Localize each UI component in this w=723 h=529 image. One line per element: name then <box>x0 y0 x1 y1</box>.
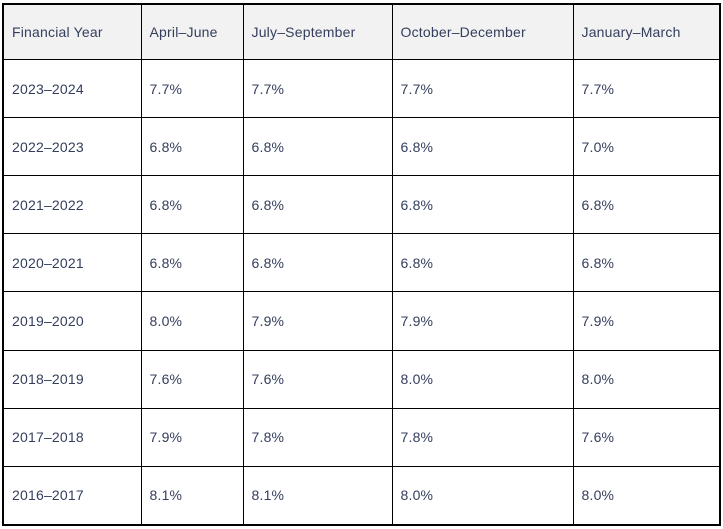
rate-cell: 8.0% <box>140 291 244 351</box>
header-row: Financial Year April–June July–September… <box>2 3 721 60</box>
rate-cell: 6.8% <box>242 233 393 293</box>
rate-cell: 6.8% <box>140 175 244 235</box>
rate-cell: 8.0% <box>572 349 721 409</box>
table-row: 2016–2017 8.1% 8.1% 8.0% 8.0% <box>2 465 721 526</box>
table-row: 2021–2022 6.8% 6.8% 6.8% 6.8% <box>2 175 721 235</box>
year-cell: 2023–2024 <box>2 58 142 119</box>
rate-cell: 7.9% <box>572 291 721 351</box>
table-header: Financial Year April–June July–September… <box>2 3 721 60</box>
year-cell: 2021–2022 <box>2 175 142 235</box>
table-row: 2019–2020 8.0% 7.9% 7.9% 7.9% <box>2 291 721 351</box>
header-cell-financial-year: Financial Year <box>2 3 142 60</box>
rate-cell: 6.8% <box>391 175 574 235</box>
rate-cell: 7.8% <box>242 407 393 467</box>
year-cell: 2017–2018 <box>2 407 142 467</box>
header-cell-july-september: July–September <box>242 3 393 60</box>
header-cell-october-december: October–December <box>391 3 574 60</box>
rate-cell: 6.8% <box>242 117 393 177</box>
table-row: 2018–2019 7.6% 7.6% 8.0% 8.0% <box>2 349 721 409</box>
rate-cell: 8.0% <box>391 465 574 526</box>
rate-cell: 7.7% <box>572 58 721 119</box>
year-cell: 2016–2017 <box>2 465 142 526</box>
year-cell: 2019–2020 <box>2 291 142 351</box>
table-body: 2023–2024 7.7% 7.7% 7.7% 7.7% 2022–2023 … <box>2 58 721 526</box>
table-row: 2022–2023 6.8% 6.8% 6.8% 7.0% <box>2 117 721 177</box>
rate-cell: 7.9% <box>242 291 393 351</box>
rate-cell: 7.6% <box>572 407 721 467</box>
year-cell: 2022–2023 <box>2 117 142 177</box>
table-row: 2023–2024 7.7% 7.7% 7.7% 7.7% <box>2 58 721 119</box>
rate-cell: 7.9% <box>391 291 574 351</box>
rate-cell: 6.8% <box>242 175 393 235</box>
rate-cell: 6.8% <box>572 233 721 293</box>
rate-cell: 7.7% <box>140 58 244 119</box>
header-cell-january-march: January–March <box>572 3 721 60</box>
rate-cell: 7.7% <box>242 58 393 119</box>
rate-cell: 8.0% <box>572 465 721 526</box>
header-cell-april-june: April–June <box>140 3 244 60</box>
rate-cell: 8.1% <box>242 465 393 526</box>
rate-cell: 7.0% <box>572 117 721 177</box>
rate-cell: 7.6% <box>140 349 244 409</box>
rate-cell: 6.8% <box>391 233 574 293</box>
rate-cell: 6.8% <box>140 117 244 177</box>
year-cell: 2020–2021 <box>2 233 142 293</box>
interest-rate-table-container: Financial Year April–June July–September… <box>2 3 721 526</box>
rate-cell: 7.7% <box>391 58 574 119</box>
year-cell: 2018–2019 <box>2 349 142 409</box>
table-row: 2020–2021 6.8% 6.8% 6.8% 6.8% <box>2 233 721 293</box>
rate-cell: 8.1% <box>140 465 244 526</box>
table-row: 2017–2018 7.9% 7.8% 7.8% 7.6% <box>2 407 721 467</box>
rate-cell: 7.9% <box>140 407 244 467</box>
quarterly-interest-rate-table: Financial Year April–June July–September… <box>2 3 721 526</box>
rate-cell: 6.8% <box>572 175 721 235</box>
rate-cell: 6.8% <box>391 117 574 177</box>
rate-cell: 6.8% <box>140 233 244 293</box>
rate-cell: 7.6% <box>242 349 393 409</box>
rate-cell: 8.0% <box>391 349 574 409</box>
rate-cell: 7.8% <box>391 407 574 467</box>
